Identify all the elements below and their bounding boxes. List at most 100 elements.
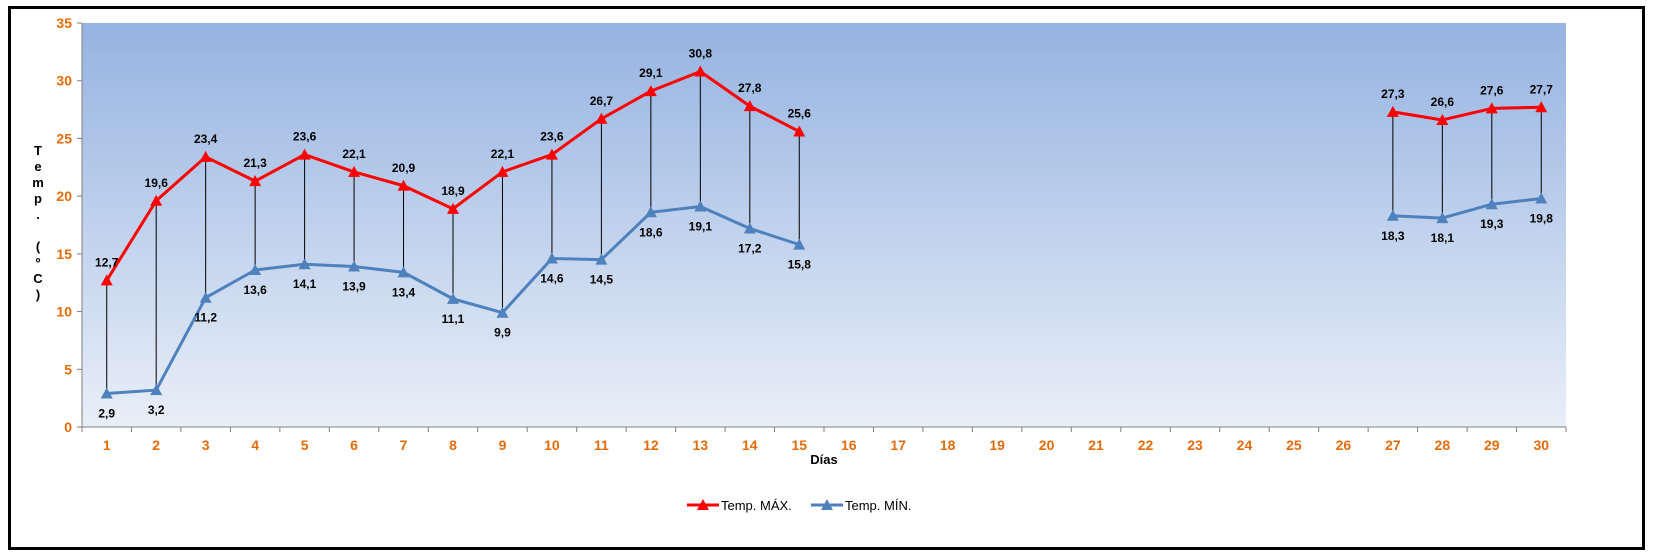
x-tick-label: 15 (791, 437, 807, 453)
y-axis-title-char: p (34, 191, 42, 206)
y-axis-title-char: C (33, 271, 43, 286)
data-point-marker (1535, 101, 1548, 113)
data-point-marker (199, 291, 212, 303)
y-tick-label: 35 (56, 15, 72, 31)
x-tick-label: 8 (449, 437, 457, 453)
x-tick-label: 11 (594, 437, 609, 453)
data-point-marker (298, 148, 311, 160)
y-axis-title-char: ) (36, 287, 40, 302)
legend-label: Temp. MÁX. (721, 498, 792, 513)
data-point-marker (694, 65, 707, 77)
series-line-min (1392, 196, 1542, 220)
data-label-max: 20,9 (392, 161, 416, 175)
data-point-marker (644, 206, 657, 218)
y-tick-label: 0 (64, 419, 72, 435)
data-label-min: 18,6 (639, 225, 663, 239)
data-label-min: 19,1 (689, 220, 713, 234)
y-tick-label: 5 (64, 361, 72, 377)
data-label-min: 15,8 (788, 258, 812, 272)
data-label-max: 23,4 (194, 132, 218, 146)
data-point-marker (694, 200, 707, 212)
x-tick-label: 14 (742, 437, 758, 453)
x-tick-label: 13 (693, 437, 709, 453)
y-tick-label: 15 (56, 246, 72, 262)
y-axis: 0 5 10 15 20 25 30 35 (56, 15, 83, 435)
data-label-max: 26,6 (1431, 95, 1455, 109)
data-point-marker (150, 194, 163, 206)
y-tick-label: 20 (56, 188, 72, 204)
x-tick-label: 30 (1533, 437, 1549, 453)
plot-area (82, 23, 1566, 427)
data-point-marker (1485, 102, 1498, 114)
data-point-marker (644, 85, 657, 97)
x-tick-label: 16 (841, 437, 857, 453)
data-label-max: 18,9 (441, 184, 465, 198)
y-axis-title: Temp. (ºC) (32, 143, 44, 302)
data-label-min: 2,9 (98, 407, 115, 421)
data-labels: 12,7 19,6 23,4 21,3 23,6 22,1 20,9 18,9 22,1 23,6… (95, 46, 1553, 420)
data-label-min: 14,5 (590, 273, 614, 287)
x-tick-label: 5 (301, 437, 309, 453)
data-point-marker (1485, 198, 1498, 210)
data-point-marker (447, 292, 459, 304)
x-tick-label: 7 (400, 437, 408, 453)
x-tick-label: 3 (202, 437, 210, 453)
x-tick-label: 24 (1237, 437, 1253, 453)
data-label-max: 29,1 (639, 66, 663, 80)
x-tick-label: 6 (350, 437, 358, 453)
data-point-marker (348, 260, 361, 272)
data-label-max: 23,6 (293, 130, 317, 144)
data-point-marker (545, 252, 558, 264)
data-point-marker (793, 125, 806, 137)
x-tick-label: 2 (152, 437, 160, 453)
x-tick-label: 22 (1138, 437, 1154, 453)
data-label-min: 14,1 (293, 277, 317, 291)
data-label-max: 22,1 (491, 147, 515, 161)
data-point-marker (150, 384, 163, 396)
x-tick-label: 17 (890, 437, 906, 453)
data-point-marker (595, 253, 608, 265)
y-tick-label: 30 (56, 73, 72, 89)
legend-marker (697, 499, 709, 510)
y-axis-title-char: º (36, 255, 41, 270)
data-point-marker (1386, 105, 1399, 117)
data-point-marker (743, 222, 756, 234)
x-tick-label: 26 (1336, 437, 1352, 453)
data-label-max: 30,8 (689, 46, 713, 60)
data-label-max: 27,3 (1381, 87, 1405, 101)
data-point-marker (793, 238, 806, 250)
data-point-marker (199, 150, 212, 162)
data-label-max: 21,3 (243, 156, 267, 170)
data-point-marker (298, 258, 311, 270)
data-point-marker (348, 165, 361, 177)
data-label-min: 18,3 (1381, 229, 1405, 243)
x-tick-label: 23 (1187, 437, 1203, 453)
x-axis-title: Días (810, 452, 837, 467)
x-tick-label: 21 (1088, 437, 1104, 453)
data-point-marker (100, 387, 113, 399)
chart-container: 0 5 10 15 20 25 30 35 1 2 3 4 5 6 7 8 9 10 11 12 13 14 15 16 17… (8, 6, 1645, 550)
legend-marker (821, 499, 833, 510)
x-tick-label: 9 (499, 437, 507, 453)
y-axis-title-char: m (32, 175, 44, 190)
data-point-marker (100, 274, 113, 286)
data-label-min: 13,6 (243, 283, 267, 297)
y-tick-label: 25 (56, 130, 72, 146)
data-label-max: 27,7 (1530, 82, 1554, 96)
series-group (100, 65, 1548, 399)
x-tick-label: 1 (103, 437, 111, 453)
data-label-min: 13,9 (342, 280, 366, 294)
data-label-min: 19,8 (1530, 211, 1554, 225)
y-axis-title-char: e (34, 159, 41, 174)
data-label-max: 27,6 (1480, 83, 1504, 97)
x-tick-label: 12 (643, 437, 659, 453)
y-axis-title-char: ( (36, 239, 41, 254)
x-tick-label: 27 (1385, 437, 1401, 453)
legend-label: Temp. MÍN. (845, 498, 911, 513)
data-point-marker (1436, 113, 1449, 125)
data-label-min: 11,2 (194, 311, 217, 325)
legend: Temp. MÁX. Temp. MÍN. (687, 498, 911, 513)
data-point-marker (249, 264, 262, 276)
drop-lines (106, 71, 1542, 394)
